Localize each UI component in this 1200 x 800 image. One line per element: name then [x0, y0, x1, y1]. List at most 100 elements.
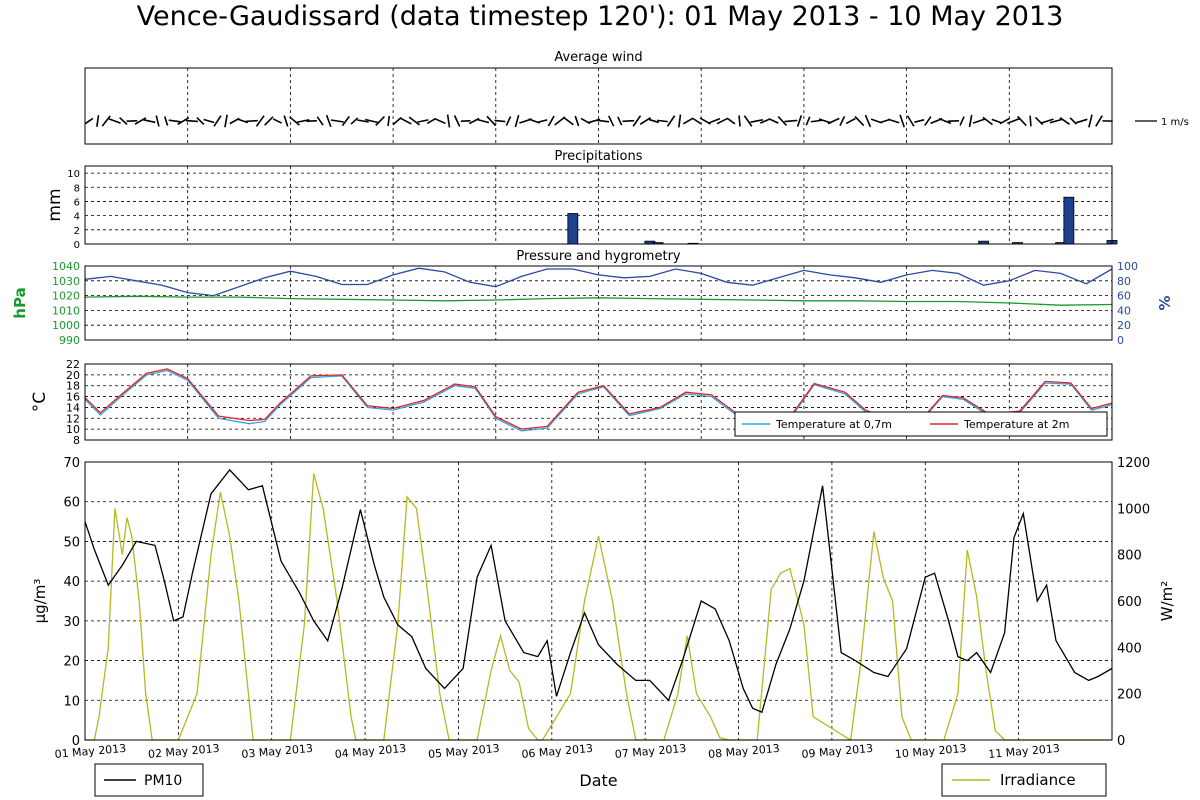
wind-barb	[163, 116, 169, 126]
wind-barb	[768, 118, 779, 124]
panel-title-wind: Average wind	[554, 50, 642, 65]
wind-barb	[494, 119, 506, 123]
wind-barb	[514, 114, 520, 128]
wind-barb	[827, 117, 840, 125]
y-axis-label-wm2: W/m²	[1158, 581, 1176, 622]
wind-barb	[177, 117, 190, 125]
y-tick-label: 6	[74, 197, 80, 208]
y-tick-label: 4	[74, 212, 80, 223]
wind-barb	[408, 116, 420, 126]
wind-barb	[1041, 118, 1054, 124]
legend-label-temp-07m: Temperature at 0,7m	[775, 418, 892, 431]
wind-barb	[101, 115, 111, 127]
y-tick-label-humidity: 100	[1117, 260, 1138, 273]
wind-barb	[229, 117, 240, 125]
wind-barb	[959, 116, 965, 126]
wind-barb	[547, 115, 555, 127]
x-tick-label: 07 May 2013	[614, 742, 687, 761]
wind-barb	[607, 115, 615, 127]
y-tick-label-pressure: 1000	[52, 319, 80, 332]
legend-label-temp-2m: Temperature at 2m	[963, 418, 1069, 431]
y-tick-label-humidity: 40	[1117, 304, 1131, 317]
wind-barb	[864, 114, 872, 128]
pressure-panel-frame	[84, 265, 1113, 341]
wind-barb	[1029, 115, 1032, 127]
x-tick-label: 09 May 2013	[801, 742, 874, 761]
y-tick-label-humidity: 80	[1117, 275, 1131, 288]
wind-barb	[1076, 118, 1088, 124]
wind-barb	[185, 119, 198, 123]
y-axis-label-hpa: hPa	[11, 287, 29, 318]
y-tick-label: 2	[74, 226, 80, 237]
y-tick-label: 10	[67, 169, 80, 180]
wind-barb	[554, 116, 566, 126]
wind-barb	[264, 116, 274, 126]
y-tick-label: 0	[74, 240, 80, 251]
wind-barb	[505, 116, 512, 126]
y-tick-label-temp: 18	[66, 380, 80, 393]
wind-barb	[562, 116, 574, 126]
precip-panel-frame	[84, 165, 1113, 245]
wind-barb	[255, 115, 265, 127]
wind-barb	[657, 119, 668, 123]
wind-barb	[1007, 117, 1020, 125]
y-tick-label-humidity: 0	[1117, 334, 1124, 347]
wind-barb	[134, 117, 147, 125]
wind-barb	[330, 119, 344, 123]
wind-barb	[938, 117, 952, 125]
wind-barb	[759, 118, 771, 124]
wind-barb	[1088, 114, 1093, 128]
wind-barb	[716, 117, 729, 125]
wind-barb	[357, 119, 369, 123]
y-tick-label-temp: 22	[66, 358, 80, 371]
wind-barb	[316, 116, 324, 126]
wind-barb	[906, 115, 915, 127]
y-tick-label-irradiance: 200	[1117, 688, 1142, 703]
wind-barb	[845, 117, 856, 125]
humidity-line	[84, 267, 1113, 297]
wind-barb	[999, 117, 1011, 125]
y-tick-label-irradiance: 600	[1117, 595, 1142, 610]
wind-barb	[213, 115, 222, 127]
y-axis-label-ugm3: μg/m³	[31, 579, 49, 624]
wind-scale-label: 1 m/s	[1161, 117, 1189, 128]
wind-barb	[84, 117, 94, 125]
x-tick-label: 04 May 2013	[334, 742, 407, 761]
wind-barb	[968, 114, 973, 128]
wind-barb	[538, 119, 548, 123]
y-tick-label-temp: 14	[66, 401, 80, 414]
wind-barb	[196, 117, 205, 125]
wind-barb	[96, 115, 100, 127]
temp-panel-frame	[84, 363, 1113, 441]
wind-barb	[325, 114, 332, 128]
wind-barb	[991, 118, 1002, 124]
precip-bar	[1063, 196, 1075, 245]
wind-barb	[142, 118, 156, 124]
legend-label-irradiance: Irradiance	[1000, 771, 1076, 789]
x-tick-label: 05 May 2013	[428, 742, 501, 761]
wind-barb	[453, 115, 461, 127]
wind-barb	[743, 115, 753, 127]
wind-barb	[245, 119, 258, 123]
wind-barb	[982, 116, 994, 126]
y-axis-label-celsius: °C	[30, 392, 50, 412]
x-tick-label: 11 May 2013	[988, 742, 1061, 761]
temp-legend-box	[734, 411, 1108, 437]
wind-barb	[887, 118, 900, 124]
wind-barb	[574, 115, 580, 127]
temp-2m-line	[84, 368, 1113, 430]
y-tick-label: 8	[74, 183, 80, 194]
wind-barb	[434, 117, 446, 125]
y-tick-label-pm: 40	[63, 575, 80, 590]
wind-barb	[805, 116, 811, 126]
y-tick-label-temp: 16	[66, 391, 80, 404]
y-tick-label-irradiance: 1000	[1117, 502, 1150, 517]
y-tick-label-pressure: 1010	[52, 304, 80, 317]
y-tick-label-pm: 70	[63, 456, 80, 471]
irradiance-line	[85, 473, 1112, 742]
wind-barb	[899, 114, 905, 128]
wind-barb	[617, 116, 623, 126]
wind-barb	[168, 119, 181, 123]
wind-barb	[810, 119, 823, 123]
y-tick-label-pressure: 990	[59, 334, 80, 347]
